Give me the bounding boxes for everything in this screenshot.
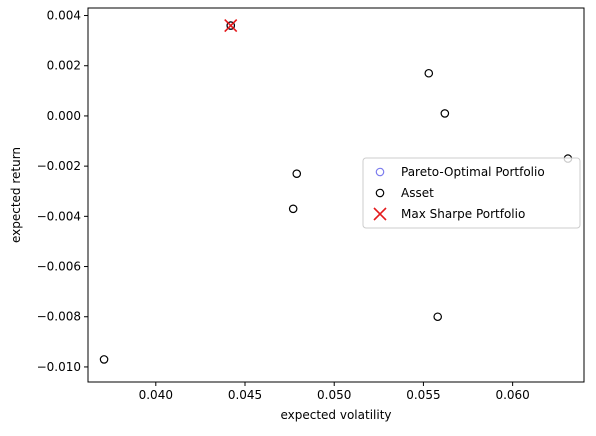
legend-label: Pareto-Optimal Portfolio	[401, 165, 545, 179]
legend: Pareto-Optimal Portfolio Asset Max Sharpe …	[362, 157, 581, 229]
max-sharpe-portfolio-point	[224, 19, 238, 33]
asset-point	[440, 109, 450, 118]
asset-point	[99, 355, 109, 364]
asset-point	[433, 312, 442, 322]
legend-marker	[375, 167, 385, 177]
y-tick-label: 0.000	[47, 109, 81, 123]
y-tick-label: −0.010	[37, 360, 81, 374]
legend-marker	[373, 207, 387, 221]
y-tick-label: 0.004	[47, 9, 81, 23]
x-tick-label: 0.050	[317, 388, 351, 402]
legend-box	[362, 157, 581, 229]
legend-label: Asset	[401, 186, 434, 200]
plot-frame	[87, 7, 585, 383]
y-tick-label: −0.006	[37, 260, 81, 274]
asset-point	[288, 204, 298, 214]
x-axis-label: expected volatility	[280, 408, 391, 422]
legend-marker	[375, 188, 385, 198]
x-tick-label: 0.045	[228, 388, 262, 402]
x-tick-label: 0.040	[139, 388, 173, 402]
y-axis: 0.004 0.002 0.000 −0.002 −0.004 −0.006 −0.008 −…	[37, 9, 88, 374]
y-tick-label: −0.008	[37, 310, 81, 324]
asset-point	[424, 68, 434, 78]
legend-entry-pareto-optimal-portfolio: Pareto-Optimal Portfolio	[375, 165, 545, 179]
x-tick-label: 0.060	[495, 388, 529, 402]
y-axis-label: expected return	[9, 147, 23, 243]
y-tick-label: 0.002	[47, 59, 81, 73]
asset-point	[226, 21, 236, 30]
asset-point	[292, 169, 302, 178]
legend-entry-max-sharpe-portfolio: Max Sharpe Portfolio	[373, 207, 525, 221]
legend-entry-asset: Asset	[375, 186, 434, 200]
legend-label: Max Sharpe Portfolio	[401, 207, 525, 221]
y-tick-label: −0.004	[37, 209, 81, 223]
x-axis: 0.040 0.045 0.050 0.055 0.060	[139, 382, 530, 402]
x-tick-label: 0.055	[406, 388, 440, 402]
y-tick-label: −0.002	[37, 159, 81, 173]
